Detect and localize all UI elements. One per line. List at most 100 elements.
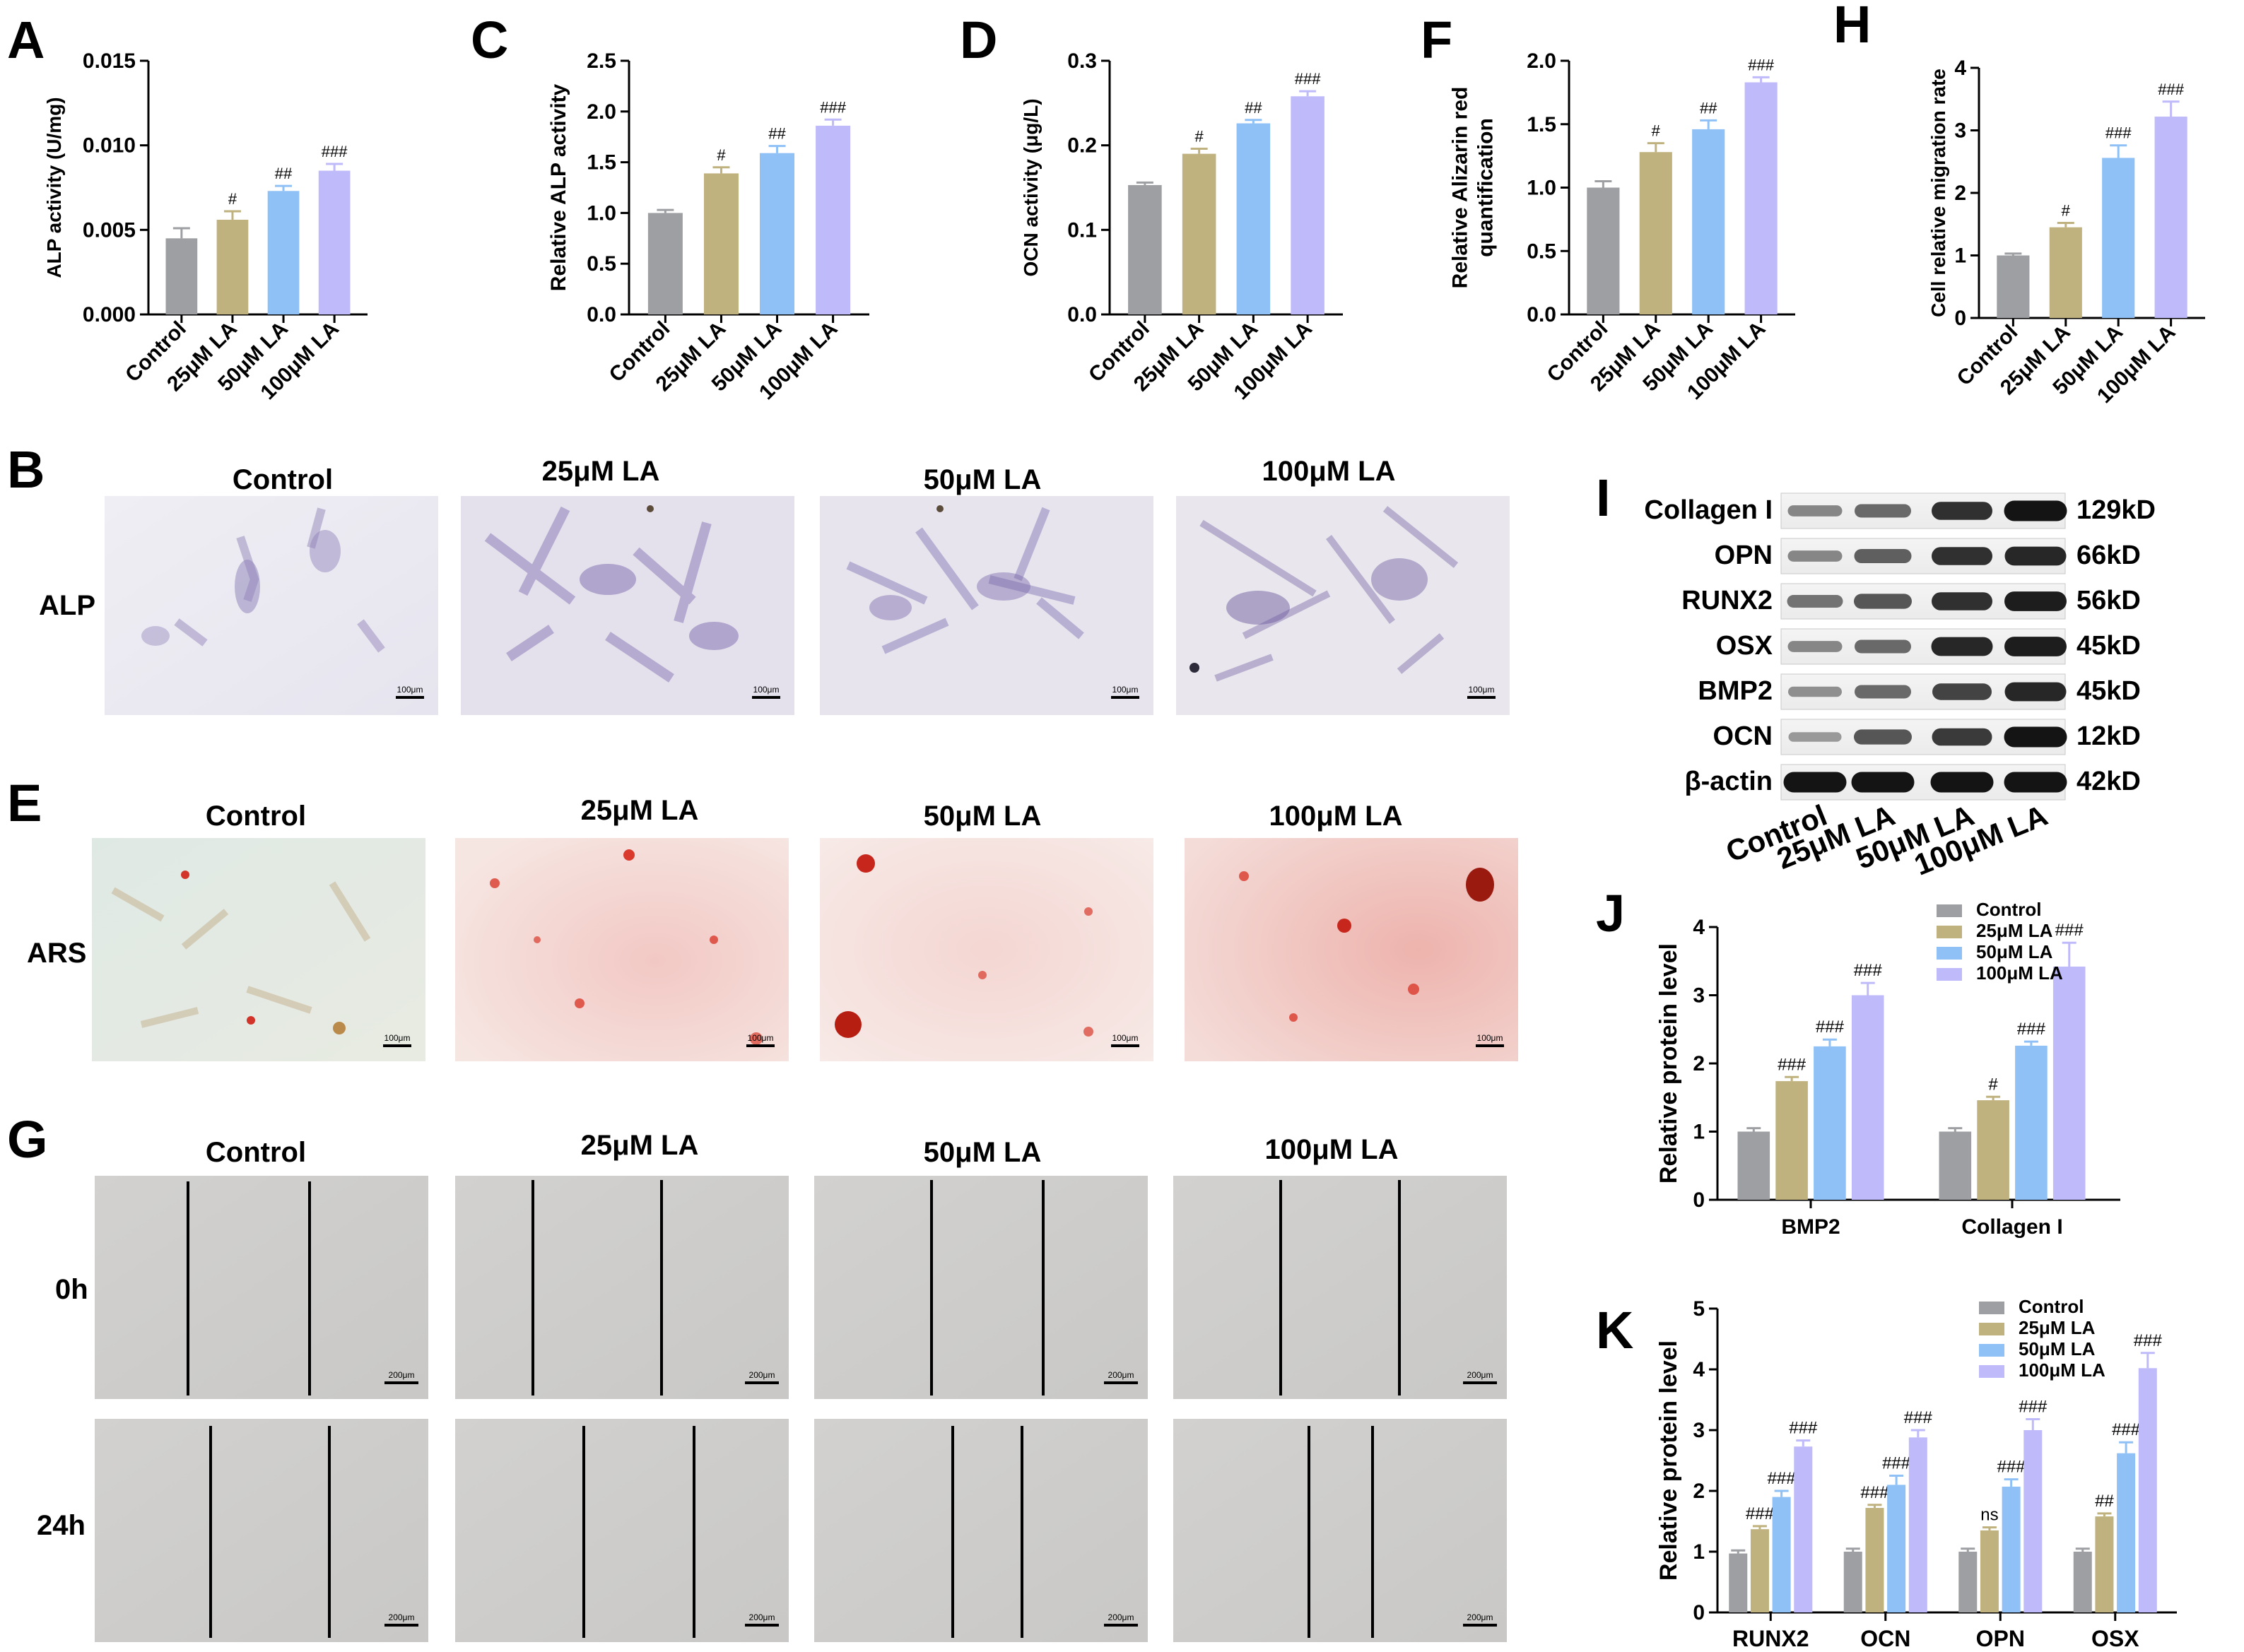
y-tick-label: 2 (1693, 1052, 1705, 1075)
alp-image-100: 100μm (1176, 496, 1510, 715)
bar (1729, 1553, 1748, 1612)
panel-label-a: A (7, 11, 45, 69)
blot-band (2004, 726, 2067, 748)
y-axis-label-line: Relative Alizarin red (1449, 87, 1472, 289)
scale-text-w24-100: 200μm (1467, 1612, 1493, 1622)
significance-label: ### (1997, 1458, 2026, 1477)
significance-label: ### (820, 98, 846, 116)
scale-text-alp-control: 100μm (397, 685, 423, 695)
bar (1639, 152, 1672, 314)
legend-swatch (1937, 947, 1962, 960)
y-tick-label: 5 (1693, 1297, 1705, 1321)
western-blot-panel: Collagen I 129kD OPN 66kD RUNX2 56kD OSX 45kD BM… (1644, 492, 2156, 882)
y-tick-label: 3 (1693, 984, 1705, 1008)
bar (760, 153, 795, 314)
y-tick-label: 0.0 (1527, 303, 1556, 326)
blot-band (1783, 772, 1847, 793)
bar (1814, 1046, 1846, 1200)
y-tick-label: 1 (1693, 1540, 1705, 1564)
significance-label: ### (2112, 1420, 2141, 1439)
y-tick-label: 3 (1693, 1419, 1705, 1442)
significance-label: # (228, 190, 237, 208)
significance-label: ## (275, 165, 293, 182)
bar (2073, 1552, 2092, 1612)
ars-col-100: 100μM LA (1269, 801, 1403, 832)
scale-text-w0-25: 200μm (749, 1370, 775, 1380)
row-label-alp: ALP (39, 590, 95, 621)
bar (816, 125, 851, 315)
ars-image-25: 100μm (455, 838, 789, 1061)
significance-label: ### (1746, 1504, 1775, 1523)
y-axis-label: OCN activity (μg/L) (1020, 98, 1042, 276)
y-axis-label: Relative Alizarin red quantification (1449, 87, 1498, 289)
alp-col-50: 50μM LA (924, 464, 1042, 495)
bar (1750, 1529, 1769, 1612)
bar (2023, 1430, 2043, 1612)
legend-label: 50μM LA (1976, 941, 2053, 962)
y-tick-label: 0.000 (83, 303, 136, 326)
legend-swatch (1937, 968, 1962, 981)
blot-band (1787, 641, 1843, 652)
bar (1772, 1497, 1791, 1612)
blot-band (2004, 682, 2067, 702)
scale-text-w24-25: 200μm (749, 1612, 775, 1622)
y-axis-label-line: Relative protein level (1655, 1340, 1682, 1581)
blot-band (1932, 592, 1992, 610)
legend-label: 25μM LA (2019, 1317, 2096, 1338)
ars-staining-panel: ARS Control 25μM LA 50μM LA 100μM LA 100… (27, 795, 1518, 1061)
scale-text-ars-100: 100μm (1477, 1033, 1503, 1043)
y-tick-label: 0.0 (1067, 303, 1097, 326)
wound-col-25: 25μM LA (581, 1130, 699, 1161)
blot-band (1932, 547, 1992, 565)
wound-image-0h-50: 200μm (814, 1176, 1148, 1399)
y-axis-label: Relative ALP activity (547, 83, 570, 291)
blot-band (1932, 502, 1992, 520)
y-axis-label: Cell relative migration rate (1927, 69, 1949, 317)
blot-band (1932, 728, 1992, 746)
bar (216, 219, 249, 314)
chart-protein-k: 0 1 2 3 4 5 Relative protein level ### ### ### RUN… (1655, 1296, 2177, 1651)
y-tick-label: 4 (1693, 916, 1705, 939)
y-axis-label-line: Relative protein level (1655, 943, 1682, 1184)
scale-text-w24-control: 200μm (389, 1612, 415, 1622)
bar (1865, 1508, 1884, 1612)
y-tick-label: 0.5 (1527, 240, 1556, 263)
panel-label-c: C (471, 11, 508, 69)
significance-label: ### (2105, 124, 2132, 142)
legend-label: Control (2019, 1296, 2084, 1317)
x-tick-label: Collagen I (1961, 1215, 2062, 1239)
legend-swatch (1979, 1344, 2004, 1357)
y-tick-label: 1.0 (1527, 177, 1556, 200)
blot-band (2004, 546, 2067, 566)
blot-band (1931, 637, 1993, 656)
y-tick-label: 0 (1954, 307, 1966, 330)
bar (1887, 1485, 1906, 1612)
significance-label: # (2062, 201, 2071, 219)
axes: 0.000 0.005 0.010 0.015 (83, 49, 368, 326)
y-tick-label: 2.5 (587, 49, 616, 73)
scale-text-alp-50: 100μm (1112, 685, 1139, 695)
bar (647, 213, 683, 314)
significance-label: ### (2158, 81, 2184, 98)
significance-label: # (717, 146, 726, 164)
y-axis-label: Relative protein level (1655, 1340, 1682, 1581)
bar (1794, 1446, 1813, 1612)
row-label-ars: ARS (27, 938, 86, 969)
legend-label: 50μM LA (2019, 1338, 2096, 1359)
bar (1908, 1437, 1927, 1612)
significance-label: ### (2055, 921, 2084, 940)
bar (2095, 1516, 2114, 1612)
y-tick-label: 4 (1693, 1358, 1705, 1381)
legend-label: 25μM LA (1976, 920, 2053, 941)
scale-text-w24-50: 200μm (1108, 1612, 1134, 1622)
x-tick-label: OSX (2091, 1626, 2139, 1651)
legend-label: 100μM LA (1976, 962, 2063, 984)
bar (2117, 1453, 2136, 1612)
molecular-weight-label: 45kD (2076, 631, 2141, 661)
y-tick-label: 0 (1693, 1601, 1705, 1624)
ars-col-50: 50μM LA (924, 801, 1042, 832)
protein-label: OPN (1715, 541, 1773, 570)
